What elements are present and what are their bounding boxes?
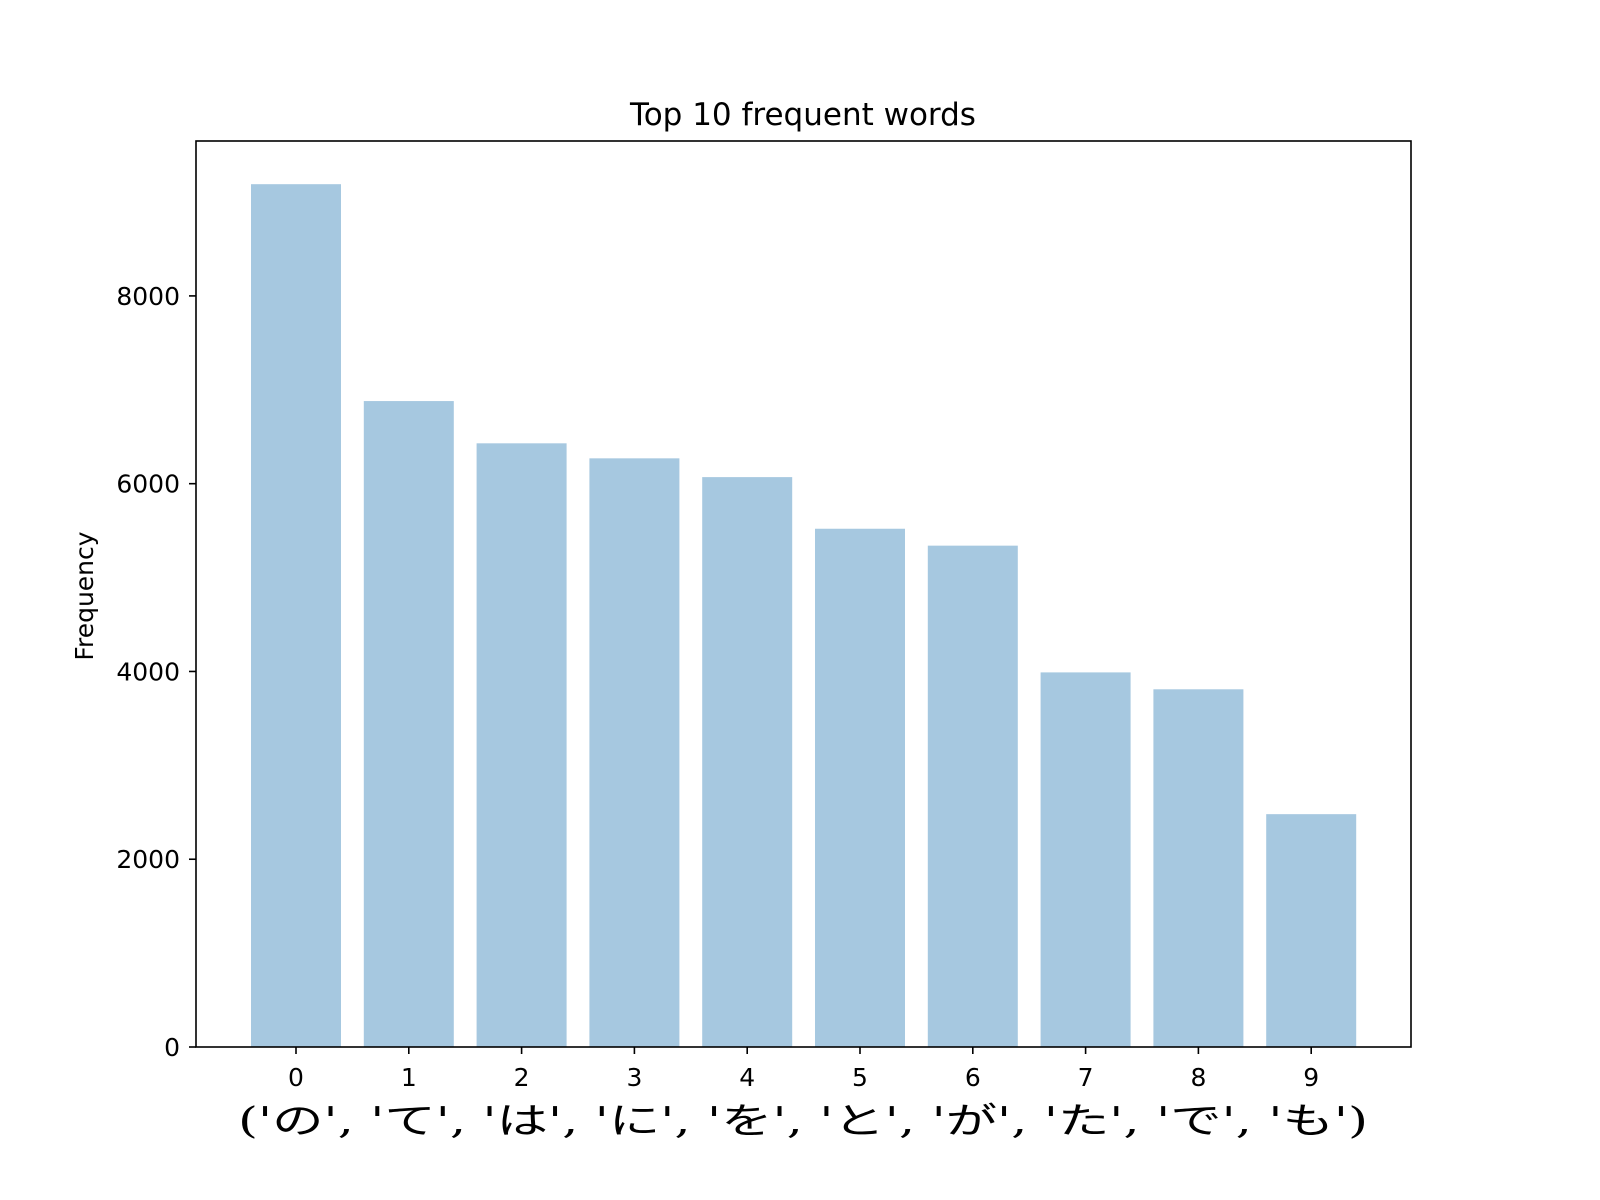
plot-frame — [195, 140, 1412, 1048]
x-tick-label: 6 — [965, 1063, 981, 1092]
x-tick-label: 4 — [739, 1063, 755, 1092]
bar-9 — [1266, 814, 1357, 1047]
bars-group — [251, 184, 1357, 1048]
y-ticks-group: 0 2000 4000 6000 8000 — [116, 282, 196, 1062]
bar-2 — [476, 443, 567, 1047]
x-tick-label: 7 — [1078, 1063, 1094, 1092]
y-tick-label: 6000 — [116, 470, 180, 499]
x-tick-label: 2 — [514, 1063, 530, 1092]
x-tick-label: 0 — [288, 1063, 304, 1092]
bar-7 — [1040, 672, 1131, 1047]
bar-5 — [815, 528, 905, 1047]
y-tick-label: 4000 — [116, 657, 180, 686]
bar-6 — [927, 545, 1018, 1047]
chart-title: Top 10 frequent words — [629, 97, 976, 133]
bar-4 — [702, 477, 793, 1047]
x-tick-label: 1 — [401, 1063, 417, 1092]
bar-8 — [1153, 689, 1244, 1047]
x-tick-label: 3 — [626, 1063, 642, 1092]
y-tick-label: 8000 — [116, 282, 180, 311]
x-ticks-group: 0 1 2 3 4 5 6 7 8 9 — [288, 1047, 1319, 1092]
y-tick-label: 0 — [164, 1033, 180, 1062]
bar-3 — [589, 458, 680, 1048]
y-tick-label: 2000 — [116, 845, 180, 874]
bar-1 — [363, 401, 454, 1047]
x-tick-label: 9 — [1303, 1063, 1319, 1092]
x-tick-label: 8 — [1190, 1063, 1206, 1092]
y-axis-label: Frequency — [70, 531, 99, 660]
x-axis-label: ('の', 'て', 'は', 'に', 'を', 'と', 'が', 'た',… — [238, 1101, 1368, 1142]
x-tick-label: 5 — [852, 1063, 868, 1092]
bar-0 — [251, 184, 341, 1047]
